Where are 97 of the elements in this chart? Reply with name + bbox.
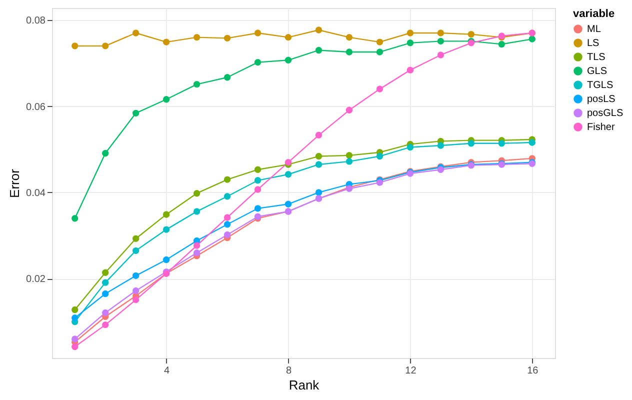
- point: [254, 177, 262, 184]
- point: [193, 242, 200, 249]
- point: [376, 38, 384, 46]
- point: [315, 161, 322, 168]
- point: [132, 30, 140, 36]
- point: [132, 296, 140, 304]
- point: [315, 189, 322, 196]
- point: [346, 106, 353, 114]
- x-tick-label: 16: [527, 366, 539, 376]
- point: [376, 152, 384, 160]
- y-tick-label: 0.06: [26, 102, 46, 113]
- point: [346, 34, 353, 41]
- point: [406, 144, 414, 151]
- point: [102, 309, 109, 316]
- legend-label: TGLS: [587, 80, 614, 91]
- legend-title: variable: [573, 8, 615, 20]
- point: [224, 34, 231, 42]
- point: [346, 48, 353, 56]
- point: [406, 66, 414, 74]
- legend-label: posLS: [587, 94, 616, 105]
- point: [284, 34, 292, 41]
- point: [102, 269, 109, 276]
- point: [528, 139, 536, 146]
- point: [193, 34, 200, 41]
- y-axis-title: Error: [7, 168, 22, 198]
- legend-label: posGLS: [587, 108, 624, 119]
- point: [437, 142, 444, 149]
- point: [254, 58, 262, 66]
- y-tick-label: 0.02: [26, 274, 46, 286]
- point: [346, 158, 353, 165]
- point: [102, 321, 109, 328]
- point: [132, 110, 140, 117]
- point: [102, 150, 109, 157]
- point: [406, 30, 414, 36]
- point: [376, 48, 384, 56]
- point: [284, 158, 292, 166]
- point: [132, 235, 140, 242]
- x-axis-title: Rank: [288, 378, 320, 392]
- point: [254, 205, 262, 212]
- point: [315, 46, 322, 54]
- point: [315, 26, 322, 34]
- x-tick-label: 12: [405, 366, 417, 376]
- point: [193, 249, 200, 256]
- point: [315, 152, 322, 160]
- point: [406, 40, 414, 46]
- point: [72, 336, 78, 342]
- point: [254, 186, 262, 193]
- point: [72, 42, 78, 50]
- point: [437, 30, 444, 36]
- legend-label: TLS: [587, 52, 606, 63]
- point: [132, 272, 140, 280]
- point: [72, 306, 78, 314]
- point: [437, 52, 444, 58]
- point: [193, 80, 200, 88]
- point: [162, 226, 170, 233]
- point: [376, 86, 384, 92]
- point: [284, 200, 292, 208]
- point: [528, 36, 536, 42]
- point: [72, 343, 78, 350]
- point: [224, 214, 231, 221]
- legend-label: ML: [587, 24, 602, 35]
- point: [102, 279, 109, 286]
- point: [162, 38, 170, 46]
- point: [437, 38, 444, 45]
- point: [162, 211, 170, 218]
- point: [193, 190, 200, 197]
- legend-label: GLS: [587, 66, 608, 77]
- point: [224, 221, 231, 228]
- point: [346, 152, 353, 159]
- point: [224, 176, 231, 183]
- point: [224, 231, 231, 238]
- point: [72, 214, 78, 222]
- point: [72, 314, 78, 322]
- point: [498, 40, 506, 48]
- point: [468, 140, 475, 147]
- point: [254, 166, 262, 173]
- point: [254, 30, 262, 36]
- point: [284, 56, 292, 64]
- point: [102, 290, 109, 298]
- legend-label: Fisher: [587, 122, 616, 133]
- point: [498, 140, 506, 147]
- point: [468, 30, 475, 38]
- point: [162, 256, 170, 264]
- point: [224, 74, 231, 81]
- point: [102, 42, 109, 50]
- point: [315, 132, 322, 139]
- point: [162, 96, 170, 103]
- point: [284, 171, 292, 178]
- legend-label: LS: [587, 38, 600, 49]
- y-tick-label: 0.08: [26, 16, 46, 27]
- point: [132, 247, 140, 254]
- x-tick-label: 4: [164, 366, 170, 376]
- point: [193, 208, 200, 215]
- point: [132, 287, 140, 294]
- x-tick-label: 8: [286, 366, 292, 376]
- y-tick-label: 0.04: [26, 188, 46, 199]
- point: [224, 193, 231, 200]
